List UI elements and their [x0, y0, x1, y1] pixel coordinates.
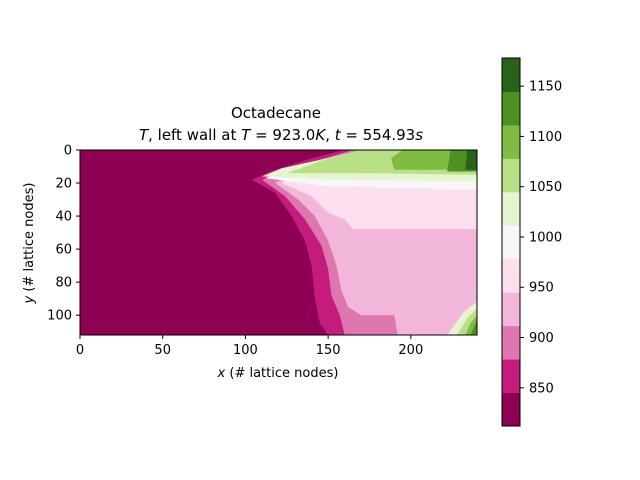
y-tick-label: 0 — [64, 144, 72, 159]
colorbar-tick-label: 850 — [529, 381, 554, 396]
colorbar-tick-label: 1050 — [529, 180, 562, 195]
colorbar-tick-label: 1000 — [529, 230, 562, 245]
colorbar-band — [502, 91, 520, 126]
colorbar-tick-label: 1100 — [529, 130, 562, 145]
colorbar-band — [502, 225, 520, 260]
y-tick-label: 40 — [55, 210, 72, 225]
colorbar-band — [502, 359, 520, 394]
colorbar-tick-label: 950 — [529, 281, 554, 296]
colorbar-tick-label: 1150 — [529, 80, 562, 95]
chart-title: Octadecane — [231, 104, 321, 122]
y-tick-label: 80 — [55, 276, 72, 291]
region-br-1125 — [470, 320, 477, 335]
x-axis-label: x (# lattice nodes) — [217, 366, 339, 381]
x-axis-ticks: 0 50 100 150 200 — [76, 335, 423, 358]
colorbar-band — [502, 124, 520, 159]
colorbar-frame — [501, 57, 521, 427]
colorbar-band — [502, 58, 520, 92]
colorbar-band — [502, 392, 520, 427]
temperature-field — [80, 150, 477, 335]
y-axis-ticks: 0 20 40 60 80 100 — [47, 144, 80, 324]
colorbar-ticks: 850 900 950 1000 1050 1100 1150 — [520, 80, 562, 396]
colorbar-band — [502, 258, 520, 293]
colorbar-band — [502, 292, 520, 327]
colorbar-band — [502, 158, 520, 193]
colorbar-tick-label: 900 — [529, 331, 554, 346]
y-tick-label: 20 — [55, 177, 72, 192]
colorbar-band — [502, 325, 520, 360]
chart-subtitle: T, left wall at T = 923.0K, t = 554.93s — [139, 126, 423, 144]
x-tick-label: 0 — [76, 343, 84, 358]
x-tick-label: 50 — [154, 343, 171, 358]
colorbar — [502, 58, 520, 427]
y-axis-label: y (# lattice nodes) — [22, 183, 37, 305]
x-tick-label: 100 — [233, 343, 258, 358]
region-925-inner — [336, 229, 477, 335]
region-1175 — [465, 150, 477, 170]
x-tick-label: 200 — [398, 343, 423, 358]
colorbar-band — [502, 191, 520, 226]
plot-frame — [79, 149, 478, 336]
x-tick-label: 150 — [316, 343, 341, 358]
y-tick-label: 60 — [55, 243, 72, 258]
y-tick-label: 100 — [47, 309, 72, 324]
